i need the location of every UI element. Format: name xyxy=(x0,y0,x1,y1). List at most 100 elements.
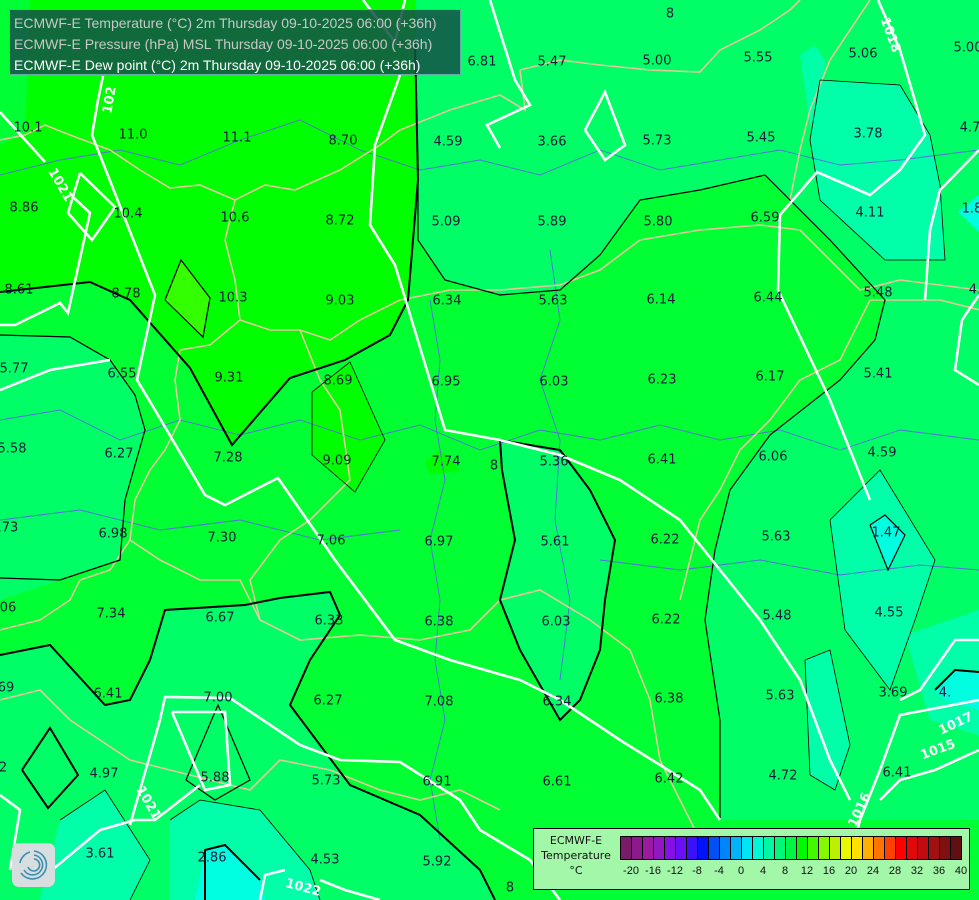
dewpoint-value: 8.78 xyxy=(112,287,141,302)
legend-tick-label: -20 xyxy=(623,865,639,877)
fill-zone-band-2-4 xyxy=(800,45,825,130)
isobar-line xyxy=(923,149,979,301)
dewpoint-value: 11.0 xyxy=(119,128,148,143)
dewpoint-value: .69 xyxy=(0,681,14,696)
dewpoint-value: 5.55 xyxy=(744,51,773,66)
country-border xyxy=(239,224,979,341)
layer-title-dewpoint[interactable]: ECMWF-E Dew point (°C) 2m Thursday 09-10… xyxy=(14,57,421,73)
isobar-line xyxy=(368,74,852,801)
fill-zone-band-4-6 xyxy=(0,335,145,600)
dewpoint-value: 6.27 xyxy=(105,447,134,462)
contour-line-thin xyxy=(311,361,386,493)
legend-ticks: -20 -16 -12 -8 -4 0 4 8 12 16 20 24 28 32 36 40 xyxy=(620,865,967,881)
legend-color-bar xyxy=(620,836,962,860)
river xyxy=(0,509,401,541)
dewpoint-value: 5.41 xyxy=(864,367,893,382)
dewpoint-value: 6.34 xyxy=(543,695,572,710)
legend-swatch xyxy=(841,837,852,859)
legend-tick-label: 32 xyxy=(910,865,924,877)
dewpoint-value: 6.98 xyxy=(99,527,128,542)
dewpoint-value: 5.00 xyxy=(643,54,672,69)
dewpoint-value: 6.41 xyxy=(648,453,677,468)
isobar-line xyxy=(90,75,722,821)
layer-title-pressure[interactable]: ECMWF-E Pressure (hPa) MSL Thursday 09-1… xyxy=(14,36,433,52)
legend-tick-label: 16 xyxy=(822,865,836,877)
dewpoint-value: 5.73 xyxy=(312,774,341,789)
contour-line xyxy=(21,726,80,810)
dewpoint-value: 2 xyxy=(0,761,7,776)
swirl-logo-icon[interactable] xyxy=(12,843,55,887)
dewpoint-value: 5.45 xyxy=(747,131,776,146)
fill-zone-band-4-6 xyxy=(500,440,615,720)
dewpoint-value: 5.63 xyxy=(762,530,791,545)
isobar-line xyxy=(39,783,201,881)
legend-swatch xyxy=(621,837,632,859)
legend-tick-label: 24 xyxy=(866,865,880,877)
isobar-label: 102 xyxy=(100,85,119,114)
dewpoint-value: 8.72 xyxy=(326,214,355,229)
dewpoint-value: 7.28 xyxy=(214,451,243,466)
dewpoint-value: 1.47 xyxy=(872,526,901,541)
river xyxy=(0,409,979,451)
dewpoint-value: .73 xyxy=(0,521,18,536)
layer-header: ECMWF-E Temperature (°C) 2m Thursday 09-… xyxy=(9,9,461,75)
dewpoint-value: 6.55 xyxy=(108,367,137,382)
legend-swatch xyxy=(698,837,709,859)
river-layer xyxy=(0,119,979,841)
legend-swatch xyxy=(852,837,863,859)
contour-line xyxy=(185,703,251,801)
isobar-line xyxy=(128,695,562,900)
legend-tick-label: -4 xyxy=(714,865,724,877)
legend-tick-label: 12 xyxy=(800,865,814,877)
dewpoint-value: 8.61 xyxy=(5,283,34,298)
contour-line-thin xyxy=(169,799,321,900)
legend-tick-label: 36 xyxy=(932,865,946,877)
isobar-line xyxy=(485,0,532,149)
isobar-line xyxy=(879,748,979,801)
dewpoint-value: 3.66 xyxy=(538,135,567,150)
dewpoint-value: 6.61 xyxy=(543,775,572,790)
legend-swatch xyxy=(742,837,753,859)
isobar-line xyxy=(0,111,46,163)
dewpoint-value: 6.27 xyxy=(314,694,343,709)
contour-line-thin xyxy=(829,469,936,691)
legend-swatch xyxy=(808,837,819,859)
dewpoint-value: 4.53 xyxy=(311,853,340,868)
dewpoint-value: 7.06 xyxy=(317,534,346,549)
dewpoint-value: 4.97 xyxy=(90,767,119,782)
contour-line xyxy=(164,258,211,339)
dewpoint-value: 6.91 xyxy=(423,775,452,790)
dewpoint-value: 4.11 xyxy=(856,206,885,221)
legend-tick-label: 28 xyxy=(888,865,902,877)
dewpoint-value: 6.34 xyxy=(433,294,462,309)
river xyxy=(539,249,571,681)
dewpoint-value: 5.06 xyxy=(849,47,878,62)
legend-title-unit: °C xyxy=(569,864,583,877)
dewpoint-value: 5.88 xyxy=(201,771,230,786)
country-border xyxy=(0,0,801,201)
layer-title-temperature[interactable]: ECMWF-E Temperature (°C) 2m Thursday 09-… xyxy=(14,15,437,31)
dewpoint-value: 7.00 xyxy=(204,691,233,706)
contour-lines xyxy=(0,39,979,900)
isobar-line xyxy=(0,196,92,327)
fill-zone-band-10-12 xyxy=(165,260,210,337)
dewpoint-value: 4.72 xyxy=(769,769,798,784)
legend-swatch xyxy=(819,837,830,859)
dewpoint-value: 4. xyxy=(969,283,979,298)
dewpoint-value: 2.86 xyxy=(198,851,227,866)
contour-line xyxy=(498,439,617,722)
border-layer xyxy=(0,0,979,841)
dewpoint-value: 7.34 xyxy=(97,607,126,622)
isobar-line xyxy=(170,710,232,792)
legend-swatch xyxy=(786,837,797,859)
dewpoint-value: 10.1 xyxy=(14,121,43,136)
legend-title-variable: Temperature xyxy=(541,849,611,862)
legend-tick-label: 8 xyxy=(781,865,789,877)
legend-swatch xyxy=(654,837,665,859)
dewpoint-value: 4.59 xyxy=(868,446,897,461)
dewpoint-value: 5.48 xyxy=(864,286,893,301)
dewpoint-value: 5.92 xyxy=(423,855,452,870)
